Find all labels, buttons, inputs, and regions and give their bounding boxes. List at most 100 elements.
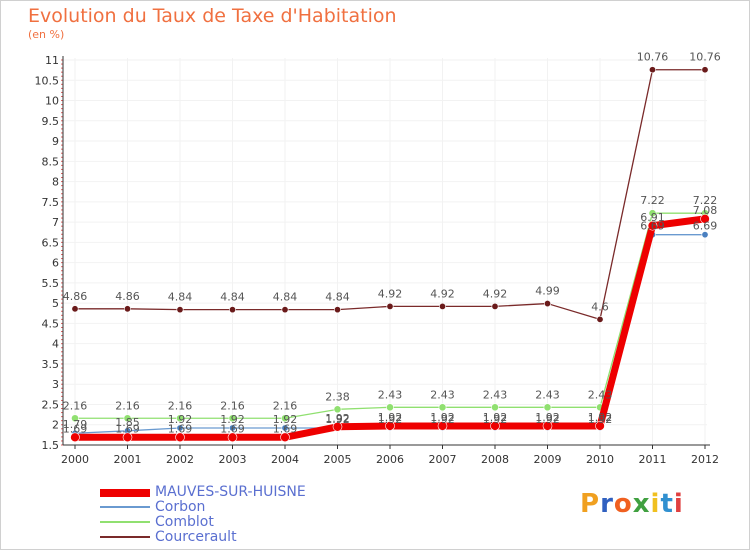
point-comblot xyxy=(386,403,394,412)
data-label-courcerault: 4.86 xyxy=(63,290,88,303)
logo-letter: r xyxy=(600,489,614,519)
data-label-courcerault: 4.6 xyxy=(591,300,609,313)
y-tick-label: 10 xyxy=(45,95,59,108)
data-label-corbon: 1.92 xyxy=(588,413,613,426)
y-tick-label: 5.5 xyxy=(42,277,60,290)
data-label-courcerault: 4.92 xyxy=(483,287,508,300)
x-tick-label: 2000 xyxy=(61,453,89,466)
logo-letter: i xyxy=(650,489,661,519)
data-label-mauves-sur-huisne: 1.69 xyxy=(63,422,88,435)
data-label-courcerault: 4.99 xyxy=(535,285,560,298)
x-tick-label: 2009 xyxy=(534,453,562,466)
point-corbon xyxy=(176,424,184,432)
logo-letter: P xyxy=(580,489,601,519)
legend-swatch-mauves xyxy=(100,489,150,497)
logo-letter: t xyxy=(660,489,674,519)
y-tick-label: 8.5 xyxy=(42,155,60,168)
point-courcerault xyxy=(648,66,656,74)
legend-swatch-courcerault xyxy=(100,536,150,538)
data-label-corbon: 6.69 xyxy=(693,220,718,233)
y-tick-label: 7 xyxy=(52,216,59,229)
point-mauves-sur-huisne xyxy=(437,421,448,431)
data-label-comblot: 2.16 xyxy=(115,399,140,412)
point-courcerault xyxy=(124,305,132,313)
point-comblot xyxy=(491,403,499,412)
data-label-mauves-sur-huisne: 7.08 xyxy=(693,204,718,217)
data-label-corbon: 1.92 xyxy=(220,413,245,426)
data-label-corbon: 1.92 xyxy=(483,413,508,426)
data-label-comblot: 2.16 xyxy=(63,399,88,412)
data-label-mauves-sur-huisne: 1.92 xyxy=(378,411,403,424)
point-mauves-sur-huisne xyxy=(122,432,133,443)
data-label-corbon: 6.69 xyxy=(640,220,665,233)
point-courcerault xyxy=(71,305,79,313)
x-tick-label: 2001 xyxy=(114,453,142,466)
data-label-courcerault: 4.92 xyxy=(378,287,403,300)
data-label-corbon: 1.92 xyxy=(168,413,193,426)
logo-letter: x xyxy=(632,489,651,519)
data-label-comblot: 2.43 xyxy=(588,388,613,401)
data-label-courcerault: 10.76 xyxy=(689,51,721,64)
data-label-courcerault: 4.84 xyxy=(220,291,245,304)
x-tick-label: 2002 xyxy=(166,453,194,466)
point-comblot xyxy=(438,403,447,412)
chart-subtitle: (en %) xyxy=(28,28,65,41)
x-tick-label: 2010 xyxy=(586,453,614,466)
data-label-comblot: 7.22 xyxy=(640,194,665,207)
data-label-comblot: 7.22 xyxy=(693,194,718,207)
data-label-mauves-sur-huisne: 1.69 xyxy=(168,422,193,435)
legend-label-mauves: MAUVES-SUR-HUISNE xyxy=(155,484,306,500)
point-courcerault xyxy=(333,306,341,314)
y-tick-label: 3 xyxy=(52,378,59,391)
y-tick-label: 3.5 xyxy=(42,358,60,371)
y-tick-label: 6.5 xyxy=(42,236,60,249)
y-tick-label: 9.5 xyxy=(42,115,60,128)
data-label-mauves-sur-huisne: 1.92 xyxy=(430,411,455,424)
data-label-mauves-sur-huisne: 1.92 xyxy=(535,411,560,424)
point-comblot xyxy=(176,414,184,423)
point-comblot xyxy=(543,403,552,412)
data-label-mauves-sur-huisne: 1.69 xyxy=(115,422,140,435)
y-tick-label: 10.5 xyxy=(35,74,60,87)
y-tick-label: 1.5 xyxy=(42,439,60,452)
y-tick-label: 4 xyxy=(52,338,59,351)
point-mauves-sur-huisne xyxy=(70,432,80,443)
point-comblot xyxy=(228,414,237,423)
proxiti-logo: Proxiti xyxy=(580,489,684,519)
point-mauves-sur-huisne xyxy=(490,421,500,431)
x-tick-label: 2007 xyxy=(429,453,457,466)
point-mauves-sur-huisne xyxy=(647,220,658,231)
data-label-mauves-sur-huisne: 6.91 xyxy=(640,211,665,224)
data-label-comblot: 2.43 xyxy=(535,388,560,401)
point-mauves-sur-huisne xyxy=(700,214,710,224)
logo-letter: o xyxy=(613,489,633,519)
point-mauves-sur-huisne xyxy=(542,421,553,431)
x-tick-label: 2011 xyxy=(639,453,667,466)
point-comblot xyxy=(281,414,289,423)
data-label-courcerault: 10.76 xyxy=(637,51,669,64)
data-label-courcerault: 4.84 xyxy=(325,291,350,304)
point-corbon xyxy=(701,231,709,239)
data-label-comblot: 2.16 xyxy=(273,399,298,412)
data-label-mauves-sur-huisne: 1.92 xyxy=(325,412,350,425)
data-label-courcerault: 4.86 xyxy=(115,290,140,303)
y-tick-label: 4.5 xyxy=(42,317,60,330)
data-label-corbon: 1.79 xyxy=(63,418,88,431)
data-label-corbon: 1.92 xyxy=(273,413,298,426)
point-comblot xyxy=(333,405,342,414)
point-comblot xyxy=(648,209,657,218)
point-courcerault xyxy=(596,315,604,323)
data-label-comblot: 2.43 xyxy=(483,388,508,401)
point-courcerault xyxy=(491,302,499,310)
y-tick-label: 7.5 xyxy=(42,196,60,209)
data-label-courcerault: 4.92 xyxy=(430,287,455,300)
data-label-mauves-sur-huisne: 1.69 xyxy=(273,422,298,435)
y-tick-label: 5 xyxy=(52,297,59,310)
chart-plot: 1.5 2 2.5 3 3.5 4 4.5 5 5.5 6 6.5 7 7.5 8 8.5 9 9.5 10 10.… xyxy=(35,51,721,466)
point-mauves-sur-huisne xyxy=(175,432,185,443)
y-tick-label: 6 xyxy=(52,257,59,270)
data-label-corbon: 1.92 xyxy=(430,413,455,426)
data-label-comblot: 2.43 xyxy=(430,388,455,401)
chart-title: Evolution du Taux de Taxe d'Habitation xyxy=(28,5,397,27)
legend-label-courcerault: Courcerault xyxy=(155,529,237,545)
